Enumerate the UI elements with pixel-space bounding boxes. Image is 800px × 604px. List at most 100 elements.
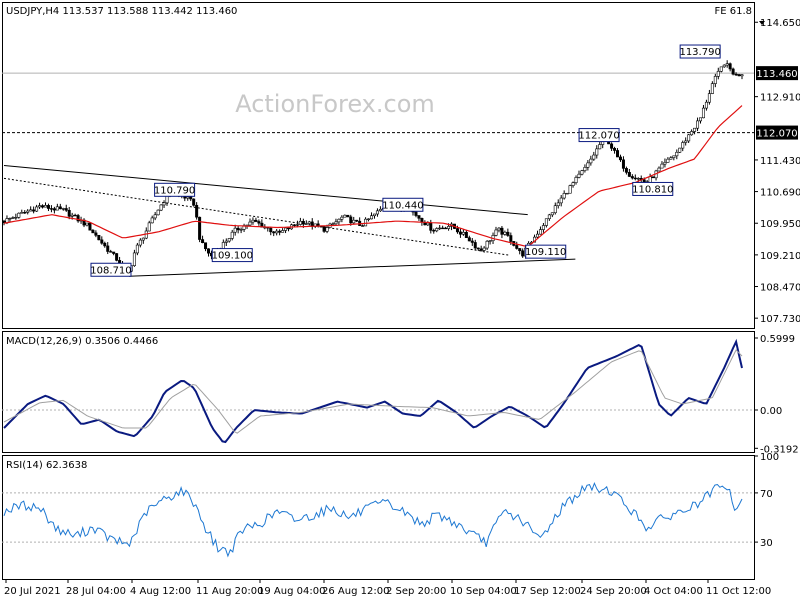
candle-body <box>150 217 154 224</box>
candle-body <box>485 240 489 249</box>
candle-body <box>251 219 255 223</box>
candle-body <box>515 245 519 249</box>
price-axis-label: 110.690 <box>760 188 800 199</box>
candle-body <box>248 221 252 226</box>
candle-body <box>470 240 474 243</box>
candle-body <box>675 151 679 157</box>
candle-body <box>156 209 160 216</box>
candle-body <box>55 206 59 211</box>
x-axis-label: 11 Aug 20:00 <box>196 586 263 597</box>
rsi-axis-label: 70 <box>760 489 773 500</box>
candle-body <box>233 227 237 233</box>
candle-body <box>20 212 24 214</box>
candle-body <box>521 250 525 257</box>
candle-body <box>716 70 720 77</box>
candle-body <box>43 205 47 208</box>
candle-body <box>138 239 142 246</box>
candle-body <box>269 227 273 233</box>
trendline-2 <box>128 258 576 277</box>
candle-body <box>378 208 382 212</box>
candle-body <box>76 215 80 222</box>
candle-body <box>207 248 211 254</box>
candle-body <box>224 240 228 243</box>
candle-body <box>364 218 368 227</box>
candle-body <box>681 142 685 149</box>
candle-body <box>230 231 234 239</box>
x-axis-label: 4 Oct 04:00 <box>644 586 703 597</box>
candle-body <box>135 244 139 254</box>
candle-body <box>598 144 602 150</box>
candle-body <box>325 227 329 232</box>
candle-body <box>38 205 42 208</box>
candle-body <box>583 167 587 171</box>
candle-body <box>14 216 18 219</box>
candle-body <box>577 173 581 178</box>
candle-body <box>509 235 513 242</box>
price-axis-label: 111.430 <box>760 156 800 167</box>
macd-axis-label: 0.5999 <box>760 334 795 345</box>
candle-body <box>304 223 308 225</box>
candle-body <box>538 229 542 235</box>
candle-body <box>195 204 199 218</box>
candle-body <box>672 155 676 158</box>
annotation-label: 109.110 <box>525 247 566 258</box>
candle-body <box>29 209 33 212</box>
macd-title: MACD(12,26,9) 0.3506 0.4466 <box>6 336 158 347</box>
rsi-axis-label: 100 <box>760 452 779 463</box>
candle-body <box>461 231 465 235</box>
axis-layer: 114.650 113.460 112.910 112.070 111.430 110.6… <box>4 18 800 597</box>
candle-body <box>275 230 279 234</box>
annotations: 113.790 112.070 110.810 110.790 110.440 109.1… <box>90 44 721 277</box>
candle-body <box>52 208 56 211</box>
x-axis-label: 24 Sep 20:00 <box>580 586 647 597</box>
annotation-box <box>679 44 721 59</box>
candle-body <box>592 154 596 160</box>
price-axis-label: 108.470 <box>760 283 800 294</box>
candle-body <box>198 216 202 240</box>
candle-body <box>414 211 418 216</box>
candle-body <box>687 134 691 142</box>
candle-body <box>541 225 545 230</box>
candle-body <box>435 228 439 232</box>
candle-body <box>429 222 433 231</box>
candle-body <box>663 162 667 165</box>
x-axis-label: 26 Aug 12:00 <box>322 586 389 597</box>
candle-body <box>337 218 341 223</box>
candle-body <box>518 248 522 252</box>
x-axis-label: 19 Aug 04:00 <box>258 586 325 597</box>
candle-body <box>64 208 68 211</box>
candle-body <box>322 226 326 232</box>
watermark: ActionForex.com <box>235 90 435 118</box>
candle-body <box>657 167 661 172</box>
candle-body <box>94 232 98 236</box>
candle-body <box>67 210 71 217</box>
candle-body <box>438 227 442 230</box>
candle-body <box>361 225 365 227</box>
candle-body <box>109 251 113 253</box>
candle-body <box>719 66 723 72</box>
candle-body <box>621 159 625 169</box>
macd-panel <box>2 331 755 453</box>
price-axis-label: 107.730 <box>760 314 800 325</box>
candle-body <box>352 219 356 224</box>
candle-body <box>8 217 12 220</box>
candle-body <box>740 74 744 77</box>
candle-body <box>684 140 688 143</box>
candle-body <box>112 251 116 254</box>
candle-body <box>204 242 208 250</box>
candle-body <box>186 196 190 199</box>
symbol-title: USDJPY,H4 113.537 113.588 113.442 113.46… <box>6 6 237 17</box>
candle-body <box>568 185 572 194</box>
x-axis-label: 11 Oct 12:00 <box>706 586 771 597</box>
rsi-title: RSI(14) 62.3638 <box>6 460 87 471</box>
candle-body <box>236 227 240 231</box>
candle-body <box>553 205 557 214</box>
price-axis-label: 109.210 <box>760 251 800 262</box>
macd-layer <box>2 338 754 444</box>
candle-body <box>26 210 30 213</box>
candle-body <box>476 247 480 250</box>
candle-body <box>49 208 53 210</box>
annotation-label: 110.810 <box>632 184 673 195</box>
candle-body <box>103 242 107 247</box>
